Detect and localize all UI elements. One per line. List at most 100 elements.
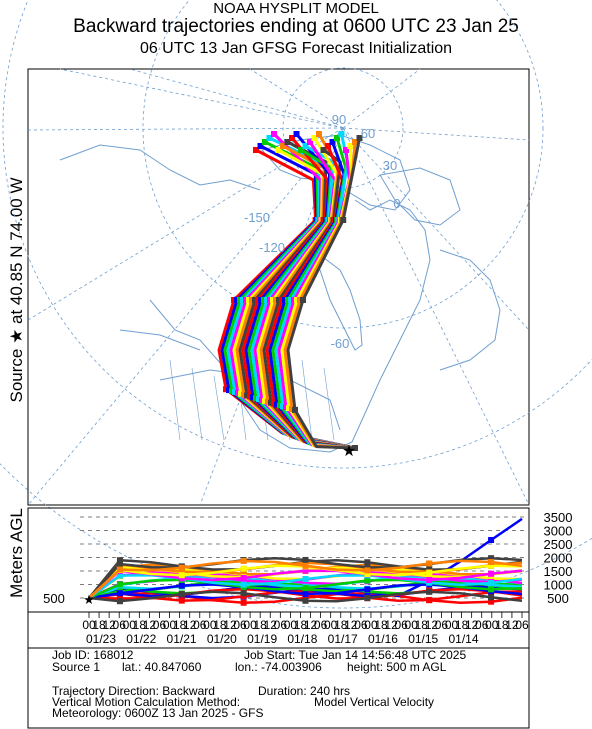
graticule-labels: 90 60 30 0 -150 -120 -60: [244, 112, 401, 351]
time-tick-label: 12: [425, 618, 439, 632]
graticule-label: -60: [331, 336, 350, 351]
time-tick-label: 00: [445, 618, 459, 632]
meridian-line: [342, 68, 421, 129]
time-tick-label: 18: [294, 618, 308, 632]
date-label: 01/19: [247, 632, 277, 646]
trajectory-marker: [266, 135, 273, 141]
date-labels: 01/23 01/22 01/21 01/20 01/19 01/18 01/17 01/16…: [86, 632, 479, 646]
model-title: NOAA HYSPLIT MODEL: [213, 0, 379, 17]
trajectory-marker: [307, 139, 313, 145]
height-trajectory-marker: [426, 560, 433, 567]
graticule-label: 60: [361, 126, 375, 141]
height-trajectory-marker: [116, 581, 123, 588]
graticule-label: 0: [393, 196, 400, 211]
trajectory-marker: [284, 139, 291, 145]
meridian-line: [249, 68, 344, 129]
meridian-line: [342, 127, 530, 331]
height-trajectories: [88, 517, 523, 606]
time-tick-label: 06: [475, 618, 489, 632]
height-trajectory-marker: [116, 598, 123, 605]
time-tick-label: 12: [102, 618, 116, 632]
time-tick-label: 12: [143, 618, 157, 632]
trajectory-marker: [275, 147, 282, 153]
state-border: [191, 367, 203, 441]
height-trajectory-marker: [302, 579, 309, 586]
meridian-line: [342, 127, 530, 506]
height-trajectory-marker: [364, 567, 371, 574]
time-tick-label: 00: [243, 618, 257, 632]
height-trajectory-marker: [488, 580, 495, 587]
time-tick-label: 06: [354, 618, 368, 632]
vertical-method: Vertical Motion Calculation Method:: [52, 695, 241, 709]
latitude-circle: [142, 0, 544, 329]
height-trajectory-marker: [116, 590, 123, 597]
trajectory-marker: [325, 143, 331, 149]
graticule-label: 30: [383, 158, 397, 173]
time-tick-label: 12: [344, 618, 358, 632]
height-trajectory-marker: [364, 564, 371, 571]
time-tick-label: 12: [465, 618, 479, 632]
date-label: 01/15: [408, 632, 438, 646]
time-tick-label: 00: [324, 618, 338, 632]
run-info: Job ID: 168012 Job Start: Tue Jan 14 14:…: [52, 648, 572, 728]
time-tick-label: 00: [364, 618, 378, 632]
height-trajectory-marker: [178, 582, 185, 589]
time-tick-label: 00: [82, 618, 96, 632]
time-tick-label: 00: [163, 618, 177, 632]
trajectory-marker: [253, 147, 259, 153]
height-trajectory-marker: [364, 577, 371, 584]
height-trajectory-marker: [178, 591, 185, 598]
plot-title: Backward trajectories ending at 0600 UTC…: [73, 16, 519, 37]
time-tick-label: 18: [133, 618, 147, 632]
trajectory-duration: Duration: 240 hrs: [258, 684, 351, 698]
coastline: [119, 329, 201, 351]
time-tick-label: 06: [394, 618, 408, 632]
height-trajectory-marker: [364, 570, 371, 577]
trajectory-marker: [352, 139, 358, 145]
height-trajectory-marker: [178, 572, 185, 579]
height-left-tick: 500: [43, 591, 65, 606]
time-tick-label: 06: [314, 618, 328, 632]
height-trajectory-marker: [302, 585, 309, 592]
height-trajectory-marker: [178, 564, 185, 571]
coastline: [59, 144, 261, 191]
source-lat: lat.: 40.847060: [122, 660, 202, 674]
time-tick-label: 06: [274, 618, 288, 632]
height-trajectory-marker: [302, 590, 309, 597]
height-trajectory-marker: [178, 597, 185, 604]
trajectory-marker: [289, 135, 295, 141]
height-trajectory-marker: [426, 596, 433, 603]
trajectory-direction: Trajectory Direction: Backward: [52, 684, 215, 698]
height-trajectory-marker: [116, 566, 123, 573]
time-tick-label: 18: [213, 618, 227, 632]
trajectory-marker: [302, 143, 309, 149]
meridian-line: [27, 127, 344, 131]
meteorology: Meteorology: 0600Z 13 Jan 2025 - GFS: [52, 706, 264, 720]
trajectory-marker: [271, 131, 277, 137]
height-trajectory-marker: [240, 581, 247, 588]
time-tick-label: 12: [505, 618, 519, 632]
height-start-star-icon: ★: [83, 592, 95, 607]
date-label: 01/22: [126, 632, 156, 646]
date-label: 01/14: [448, 632, 478, 646]
time-tick-label: 06: [153, 618, 167, 632]
trajectory-marker: [356, 135, 363, 141]
time-tick-label: 00: [485, 618, 499, 632]
height-trajectory-marker: [302, 556, 309, 563]
trajectory-marker: [343, 147, 349, 153]
trajectory-marker: [298, 147, 304, 153]
time-tick-label: 12: [384, 618, 398, 632]
height-trajectory-marker: [240, 565, 247, 572]
trajectory-marker: [257, 143, 264, 149]
time-tick-label: 12: [304, 618, 318, 632]
time-tick-label: 18: [495, 618, 509, 632]
height-trajectory-marker: [302, 562, 309, 569]
height-trajectory-marker: [240, 599, 247, 606]
trajectory-marker: [316, 131, 322, 137]
time-tick-label: 12: [183, 618, 197, 632]
height-trajectory-marker: [488, 562, 495, 569]
meridian-line: [27, 127, 344, 506]
height-trajectory-marker: [488, 555, 495, 562]
meridian-line: [59, 68, 344, 129]
